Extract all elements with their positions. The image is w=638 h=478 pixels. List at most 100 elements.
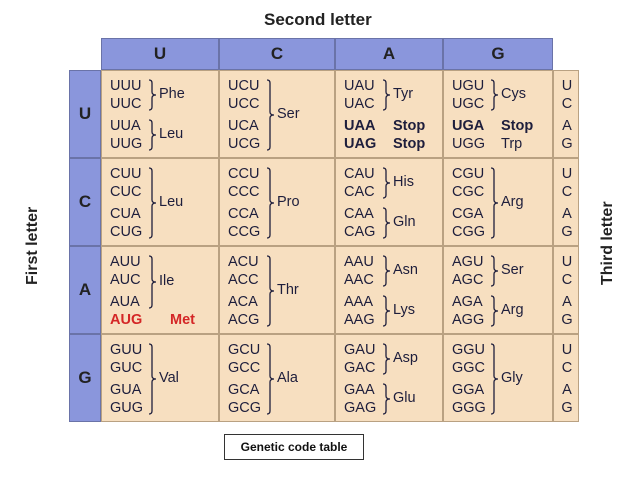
amino-acid-label: Val [159, 370, 179, 386]
third-letter: G [561, 136, 573, 152]
third-letter: A [562, 382, 572, 398]
codon: AAG [344, 312, 375, 328]
amino-acid-label: Arg [501, 194, 524, 210]
codon: UCC [228, 96, 260, 112]
codon: CAC [344, 184, 375, 200]
codon-cell: UCU UCC UCA UCG Ser [219, 70, 335, 158]
codon: CGG [452, 224, 486, 240]
codon: GCC [228, 360, 261, 376]
codon: CUU [110, 166, 142, 182]
codon: UUC [110, 96, 142, 112]
codon: AUA [110, 294, 140, 310]
codon: AAU [344, 254, 374, 270]
codon-cell: UUU UUC UUA UUG Phe Leu [101, 70, 219, 158]
codon: ACC [228, 272, 259, 288]
amino-acid-label: Thr [277, 282, 299, 298]
codon-cell: AUU AUC AUA AUG Ile Met [101, 246, 219, 334]
third-letter: C [561, 96, 573, 112]
brace-icon [382, 343, 391, 375]
brace-icon [490, 79, 499, 111]
amino-acid-label: Stop [501, 118, 534, 134]
codon: CAA [344, 206, 374, 222]
codon: CCA [228, 206, 259, 222]
row-header-a: A [69, 246, 101, 334]
codon: UCU [228, 78, 260, 94]
codon-cell: AGU AGC AGA AGG Ser Arg [443, 246, 553, 334]
brace-icon [148, 79, 157, 111]
amino-acid-label: Gly [501, 370, 523, 386]
brace-icon [490, 167, 499, 239]
codon-cell: CUU CUC CUA CUG Leu [101, 158, 219, 246]
third-letter: G [561, 400, 573, 416]
amino-acid-label: Leu [159, 194, 184, 210]
brace-icon [382, 167, 391, 199]
codon: GAG [344, 400, 377, 416]
codon-cell: AAU AAC AAA AAG Asn Lys [335, 246, 443, 334]
amino-acid-label: Ser [277, 106, 300, 122]
third-letter: A [562, 206, 572, 222]
amino-acid-label: Ile [159, 273, 175, 289]
codon: UGU [452, 78, 485, 94]
codon: AAC [344, 272, 374, 288]
codon: GAA [344, 382, 375, 398]
amino-acid-label: Asp [393, 350, 418, 366]
codon: CUG [110, 224, 143, 240]
brace-icon [148, 255, 157, 309]
third-letter: A [562, 294, 572, 310]
codon: GGA [452, 382, 485, 398]
codon-cell: UAU UAC UAA UAG Tyr Stop Stop [335, 70, 443, 158]
brace-icon [382, 207, 391, 239]
brace-icon [490, 343, 499, 415]
brace-icon [266, 167, 275, 239]
codon-cell: ACU ACC ACA ACG Thr [219, 246, 335, 334]
amino-acid-label: Stop [393, 136, 426, 152]
codon: UUG [110, 136, 143, 152]
codon: GUU [110, 342, 143, 358]
codon: GAU [344, 342, 376, 358]
codon-cell: CGU CGC CGA CGG Arg [443, 158, 553, 246]
codon: UAU [344, 78, 375, 94]
codon-cell: GGU GGC GGA GGG Gly [443, 334, 553, 422]
row-header-g: G [69, 334, 101, 422]
brace-icon [266, 255, 275, 327]
codon: AGU [452, 254, 484, 270]
second-letter-title: Second letter [264, 10, 372, 29]
amino-acid-label: Arg [501, 302, 524, 318]
codon: UCA [228, 118, 259, 134]
codon: GAC [344, 360, 376, 376]
third-letter: U [561, 342, 573, 358]
amino-acid-label: Leu [159, 126, 184, 142]
codon-cell: GCU GCC GCA GCG Ala [219, 334, 335, 422]
codon: AAA [344, 294, 374, 310]
codon: UAG [344, 136, 377, 152]
third-letter: C [561, 360, 573, 376]
first-letter-label: First letter [24, 206, 41, 285]
codon: GCA [228, 382, 260, 398]
brace-icon [382, 383, 391, 415]
codon: AUU [110, 254, 141, 270]
amino-acid-label: Cys [501, 86, 526, 102]
codon: CAU [344, 166, 375, 182]
codon: UCG [228, 136, 261, 152]
caption: Genetic code table [224, 434, 364, 460]
column-header-c: C [219, 38, 335, 70]
third-letter: C [561, 272, 573, 288]
codon: ACU [228, 254, 259, 270]
start-codon-label: Met [170, 312, 195, 328]
codon: GGG [452, 400, 486, 416]
codon: GGC [452, 360, 486, 376]
third-letter: U [561, 78, 573, 94]
third-letter: G [561, 224, 573, 240]
codon: UUU [110, 78, 142, 94]
codon: UGG [452, 136, 486, 152]
codon-cell: GUU GUC GUA GUG Val [101, 334, 219, 422]
codon: ACG [228, 312, 260, 328]
codon: AUG [110, 312, 143, 328]
brace-icon [266, 79, 275, 151]
row-header-u: U [69, 70, 101, 158]
codon: CUA [110, 206, 141, 222]
codon: CCU [228, 166, 260, 182]
amino-acid-label: Phe [159, 86, 185, 102]
